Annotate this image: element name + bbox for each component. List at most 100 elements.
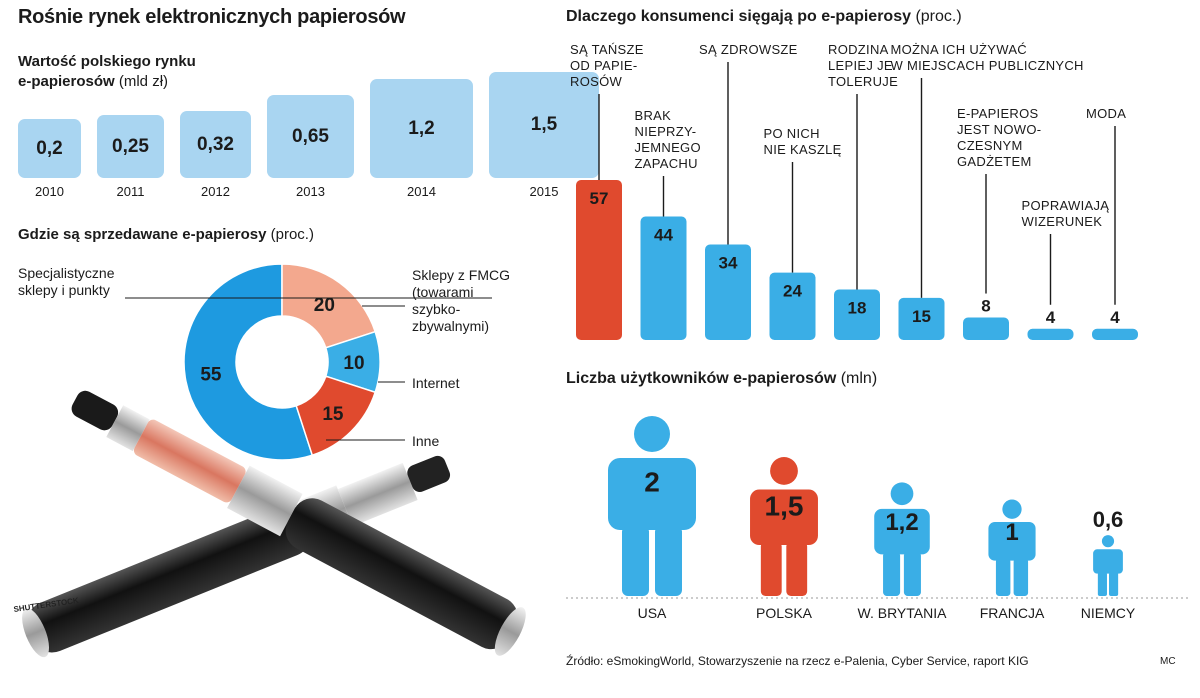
reason-bar	[640, 216, 687, 340]
sales-channel-unit: (proc.)	[270, 226, 314, 243]
reason-bar	[1092, 328, 1138, 340]
reason-bar	[769, 272, 816, 340]
reason-category-label: OD PAPIE-	[570, 58, 637, 73]
reason-category-label: MODA	[1086, 106, 1126, 121]
donut-category-label: Inne	[412, 433, 439, 449]
person-figure	[1093, 535, 1123, 596]
users-value-label: 1,5	[765, 490, 804, 521]
reason-category-label: BRAK	[635, 108, 672, 123]
reason-value-label: 18	[848, 298, 867, 317]
reason-category-label: JEMNEGO	[635, 140, 701, 155]
e-cigarette-front	[71, 390, 526, 656]
users-unit: (mln)	[840, 370, 878, 387]
reason-bar	[576, 180, 622, 340]
reason-bar	[705, 244, 751, 340]
person-figure	[988, 499, 1036, 596]
donut-category-label: Specjalistyczne	[18, 265, 115, 281]
reason-category-label: NIE KASZLĘ	[764, 142, 842, 157]
donut-slice	[183, 263, 314, 461]
sales-channel-title: Gdzie są sprzedawane e-papierosy (proc.)	[18, 226, 314, 243]
market-value-title-line2: e-papierosów	[18, 73, 115, 90]
reason-category-label: JEST NOWO-	[957, 122, 1041, 137]
reason-category-label: RODZINA	[828, 42, 889, 57]
reason-value-label: 44	[654, 225, 673, 244]
reason-category-label: TOLERUJE	[828, 74, 898, 89]
reasons-unit: (proc.)	[915, 8, 962, 25]
donut-value-label: 55	[200, 364, 222, 385]
author-credit: MC	[1160, 656, 1176, 667]
donut-category-label: Internet	[412, 375, 460, 391]
market-year-label: 2012	[201, 184, 230, 199]
reason-category-label: LEPIEJ JE	[828, 58, 893, 73]
donut-slice	[295, 375, 377, 457]
reason-value-label: 8	[981, 297, 990, 316]
users-country-label: W. BRYTANIA	[858, 605, 948, 621]
market-year-label: 2015	[529, 184, 559, 199]
reason-bar	[1027, 328, 1074, 340]
sales-channel-title-text: Gdzie są sprzedawane e-papierosy	[18, 226, 267, 243]
reasons-title-text: Dlaczego konsumenci sięgają po e-papiero…	[566, 8, 911, 25]
market-value-title: Wartość polskiego rynku e-papierosów (ml…	[18, 52, 196, 92]
donut-value-label: 10	[343, 353, 364, 374]
reason-category-label: SĄ ZDROWSZE	[699, 42, 798, 57]
users-chart: 2 USA 1,5 POLSKA 1,2 W. BRYTANIA 1 FRANCJA 0,6 NI…	[566, 416, 1190, 621]
reason-bar	[898, 297, 945, 340]
reason-category-label: CZESNYM	[957, 138, 1023, 153]
reason-value-label: 4	[1110, 308, 1120, 327]
donut-category-label: (towarami	[412, 284, 473, 300]
market-year-label: 2011	[116, 184, 145, 199]
reasons-title: Dlaczego konsumenci sięgają po e-papiero…	[566, 8, 962, 26]
market-year-label: 2010	[35, 184, 64, 199]
reason-category-label: E-PAPIEROS	[957, 106, 1039, 121]
donut-value-label: 15	[322, 404, 344, 425]
donut-value-label: 20	[314, 295, 335, 316]
users-value-label: 1	[1005, 519, 1018, 546]
donut-category-label: szybko-	[412, 301, 461, 317]
person-figure	[874, 482, 930, 596]
users-country-label: FRANCJA	[980, 605, 1045, 621]
reason-category-label: POPRAWIAJĄ	[1022, 198, 1110, 213]
donut-category-label: Sklepy z FMCG	[412, 267, 510, 283]
reason-value-label: 34	[719, 254, 738, 273]
market-value-box: 0,25	[97, 115, 164, 178]
users-country-label: POLSKA	[756, 605, 813, 621]
users-country-label: NIEMCY	[1081, 605, 1136, 621]
reason-value-label: 4	[1046, 308, 1056, 327]
market-year-label: 2014	[407, 184, 436, 199]
donut-category-label: zbywalnymi)	[412, 318, 489, 334]
reason-category-label: ROSÓW	[570, 74, 622, 89]
market-value-chart: 0,2 2010 0,25 2011 0,32 2012 0,65 2013 1,2 2014 1,…	[0, 60, 599, 210]
reason-value-label: 57	[590, 189, 609, 208]
reason-bar	[834, 289, 880, 340]
users-title: Liczba użytkowników e-papierosów (mln)	[566, 370, 877, 388]
market-value-box: 0,2	[18, 119, 81, 178]
market-value-unit: (mld zł)	[118, 73, 169, 90]
reason-category-label: WIZERUNEK	[1022, 214, 1103, 229]
market-value-box: 1,5	[489, 72, 599, 178]
reason-value-label: 15	[912, 307, 931, 326]
reason-category-label: MOŻNA ICH UŻYWAĆ	[891, 42, 1027, 57]
users-value-label: 1,2	[885, 509, 918, 536]
person-figure	[750, 457, 818, 596]
main-title: Rośnie rynek elektronicznych papierosów	[18, 6, 406, 28]
users-title-text: Liczba użytkowników e-papierosów	[566, 370, 837, 387]
users-value-label: 0,6	[1093, 507, 1124, 532]
market-year-label: 2013	[296, 184, 325, 199]
market-value-title-line1: Wartość polskiego rynku	[18, 53, 196, 70]
person-figure	[608, 416, 696, 596]
reason-category-label: W MIEJSCACH PUBLICZNYCH	[891, 58, 1084, 73]
reason-category-label: GADŻETEM	[957, 154, 1032, 169]
reason-value-label: 24	[783, 282, 802, 301]
reason-bar	[963, 317, 1009, 340]
source-note: Źródło: eSmokingWorld, Stowarzyszenie na…	[566, 654, 1029, 668]
e-cigarette-photo: SHUTTERSTOCK	[13, 390, 526, 658]
market-value-box: 0,32	[180, 111, 251, 178]
reason-category-label: SĄ TAŃSZE	[570, 42, 644, 57]
reason-category-label: PO NICH	[764, 126, 820, 141]
reason-category-label: ZAPACHU	[635, 156, 698, 171]
users-value-label: 2	[644, 467, 660, 498]
market-value-box: 0,65	[267, 95, 354, 178]
users-country-label: USA	[638, 605, 667, 621]
